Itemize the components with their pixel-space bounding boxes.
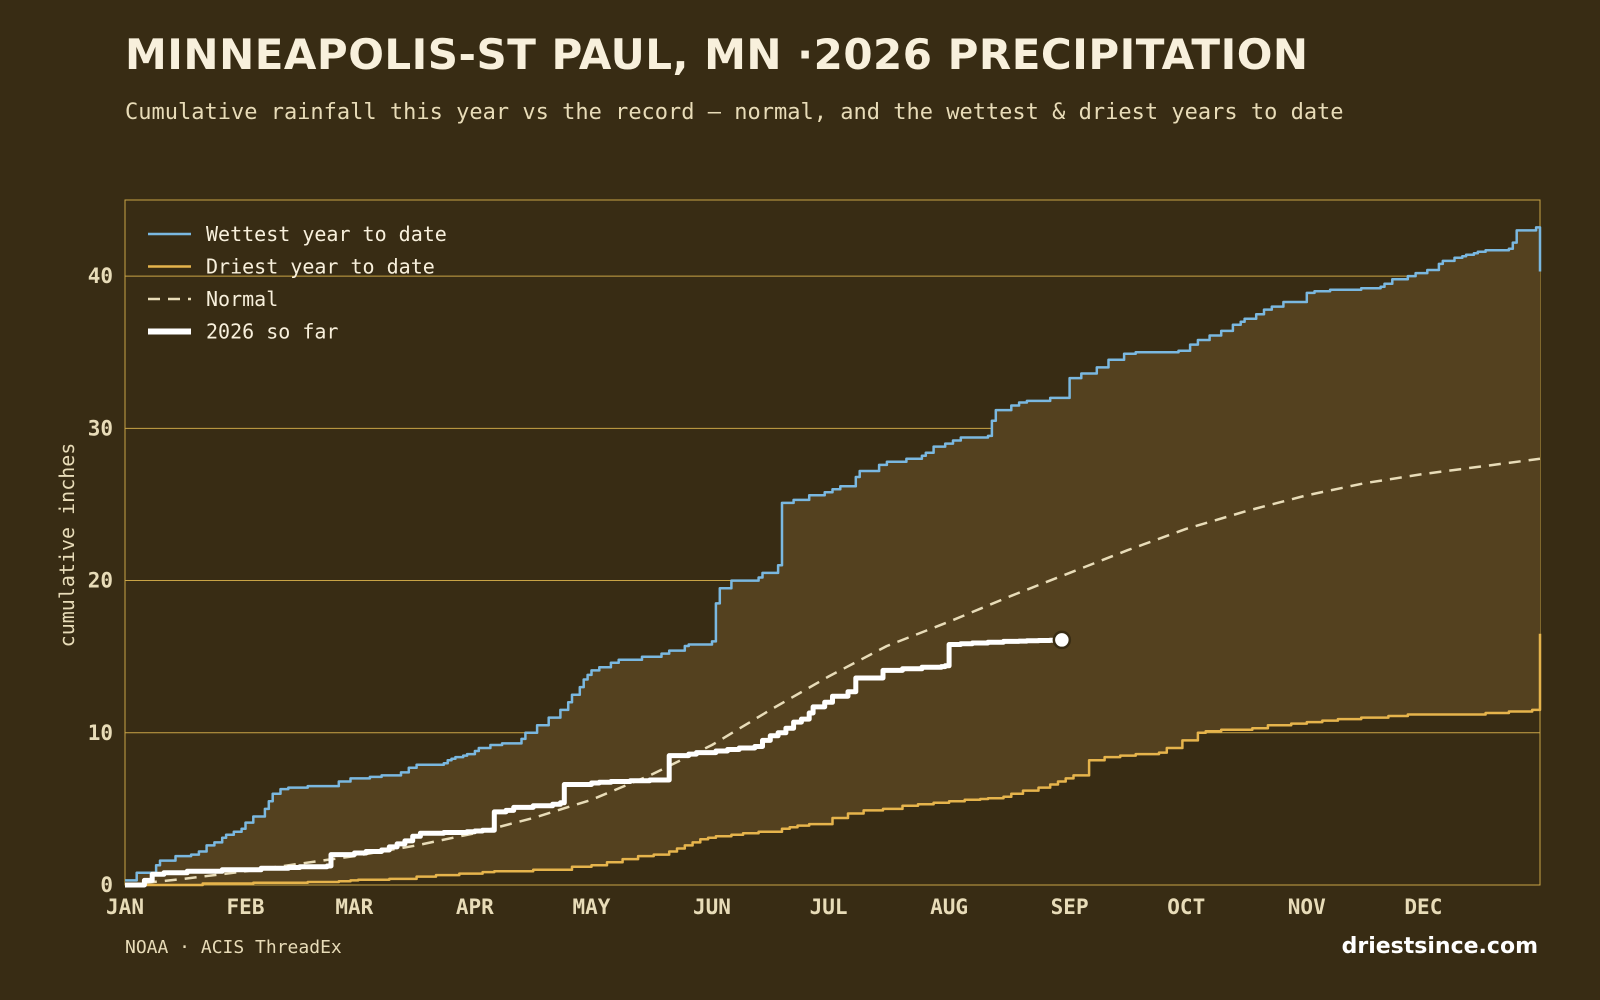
y-tick-label: 10 [88, 721, 113, 745]
x-tick-label: MAR [335, 895, 373, 919]
x-tick-label: SEP [1051, 895, 1089, 919]
source-note: NOAA · ACIS ThreadEx [125, 937, 342, 958]
x-tick-label: MAY [573, 895, 611, 919]
x-tick-label: NOV [1288, 895, 1326, 919]
x-tick-label: JUL [810, 895, 848, 919]
x-tick-label: DEC [1404, 895, 1442, 919]
legend: Wettest year to date Driest year to date N… [148, 222, 447, 344]
y-tick-label: 0 [100, 873, 113, 897]
x-tick-label: JAN [106, 895, 144, 919]
current-endpoint-marker [1052, 630, 1072, 650]
legend-label-normal: Normal [206, 287, 278, 311]
y-axis-label: cumulative inches [55, 443, 79, 648]
wettest-driest-band [125, 227, 1540, 885]
legend-label-driest: Driest year to date [206, 255, 435, 279]
y-tick-label: 30 [88, 416, 113, 440]
x-tick-label: AUG [930, 895, 968, 919]
x-tick-label: JUN [693, 895, 731, 919]
range-band [125, 227, 1540, 885]
x-tick-label: APR [456, 895, 494, 919]
brand-link[interactable]: driestsince.com [1341, 934, 1538, 959]
driest-line [125, 633, 1542, 887]
current-line [125, 637, 1065, 888]
legend-label-current: 2026 so far [206, 320, 338, 344]
legend-label-wettest: Wettest year to date [206, 222, 447, 246]
series-layer [124, 226, 1542, 888]
x-tick-label: FEB [227, 895, 265, 919]
chart-subtitle: Cumulative rainfall this year vs the rec… [125, 100, 1344, 125]
axis-layer: 0 10 20 30 40 JAN FEB MAR APR MAY JUN JUL AUG SEP OCT N… [88, 264, 1443, 919]
wettest-line [125, 226, 1542, 882]
y-tick-label: 20 [88, 569, 113, 593]
y-tick-label: 40 [88, 264, 113, 288]
x-tick-label: OCT [1167, 895, 1205, 919]
chart-title: MINNEAPOLIS-ST PAUL, MN ·2026 PRECIPITAT… [125, 30, 1309, 79]
